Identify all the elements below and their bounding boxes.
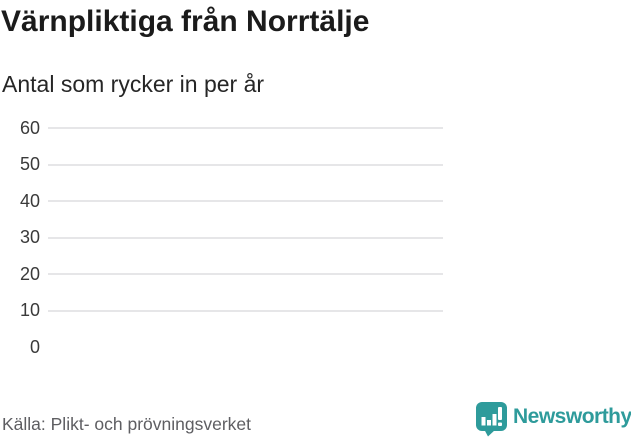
chart-subtitle: Antal som rycker in per år (2, 71, 265, 97)
y-axis-tick-label: 30 (19, 227, 40, 247)
y-axis-tick-label: 50 (19, 154, 40, 174)
chart-title: Värnpliktiga från Norrtälje (1, 5, 370, 38)
gridline-y-50 (48, 163, 443, 166)
newsworthy-logo: Newsworthy (476, 402, 631, 437)
y-axis-tick-label: 0 (29, 336, 40, 357)
gridline-y-60 (48, 127, 443, 129)
newsworthy-bubble-chart-icon (476, 402, 507, 437)
y-axis-tick-label: 40 (19, 190, 40, 211)
y-axis-tick-label: 10 (19, 300, 40, 320)
gridline-y-40 (48, 200, 443, 202)
y-axis-tick-label: 60 (19, 117, 40, 138)
gridline-y-30 (48, 236, 443, 239)
gridline-y-20 (48, 273, 443, 275)
y-axis-tick-label: 20 (19, 263, 40, 284)
source-note: Källa: Plikt- och prövningsverket (2, 414, 251, 434)
gridline-y-10 (48, 309, 443, 312)
newsworthy-wordmark: Newsworthy (513, 405, 631, 428)
